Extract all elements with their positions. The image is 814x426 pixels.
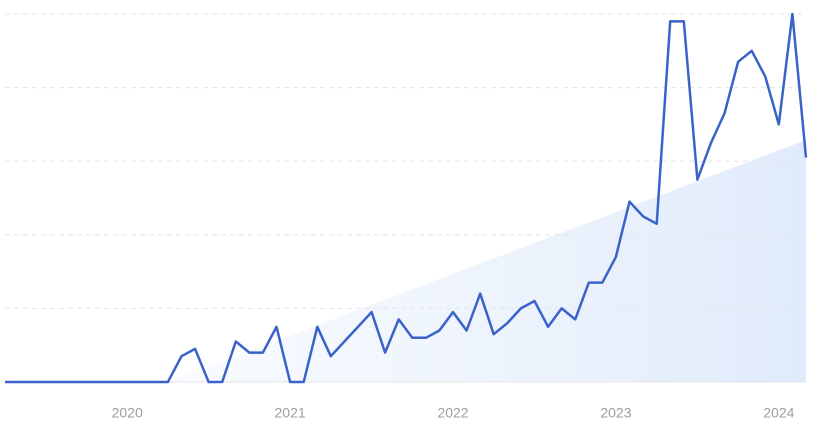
- x-tick-label: 2024: [763, 405, 794, 421]
- x-tick-label: 2020: [112, 405, 143, 421]
- x-tick-label: 2023: [600, 405, 631, 421]
- x-tick-label: 2021: [275, 405, 306, 421]
- x-tick-label: 2022: [437, 405, 468, 421]
- data-line: [5, 12, 808, 384]
- trend-area: [168, 140, 806, 382]
